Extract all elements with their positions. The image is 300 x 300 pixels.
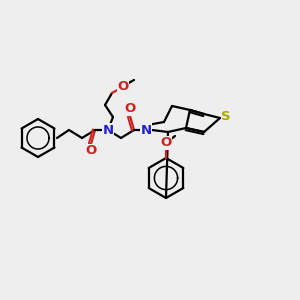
Text: O: O (124, 103, 136, 116)
Text: N: N (102, 124, 114, 136)
Text: N: N (140, 124, 152, 136)
Text: S: S (221, 110, 231, 124)
Text: O: O (85, 145, 97, 158)
Text: O: O (160, 136, 172, 149)
Text: O: O (117, 80, 129, 92)
